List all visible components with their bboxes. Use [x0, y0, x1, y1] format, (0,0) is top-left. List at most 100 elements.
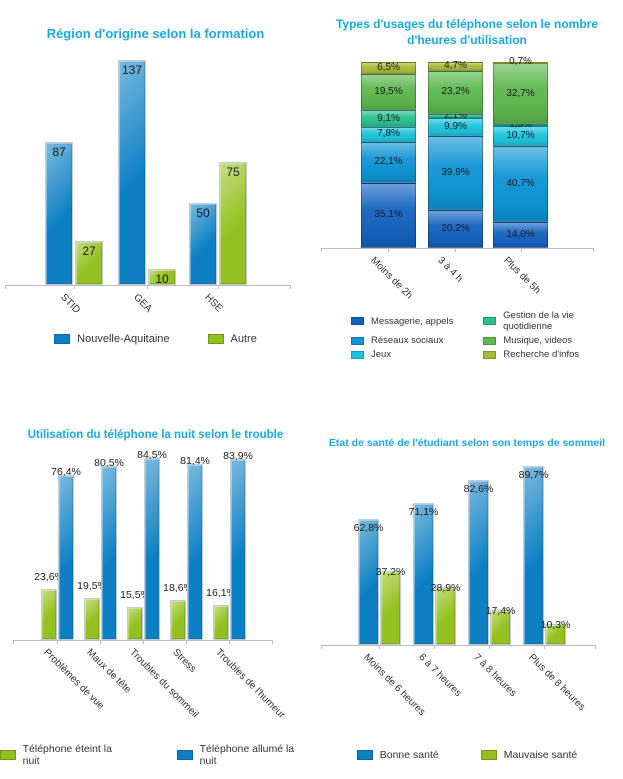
bar-segment [493, 61, 548, 64]
bar [189, 202, 217, 285]
x-axis-label: 6 à 7 heures [416, 652, 464, 700]
value-label: 9,1% [377, 112, 400, 124]
x-tick [229, 640, 230, 644]
x-tick [489, 645, 490, 649]
legend-swatch [351, 350, 364, 359]
legend-label: Mauvaise santé [503, 749, 578, 761]
bar [187, 464, 203, 640]
value-label: 1,3% [509, 119, 532, 131]
legend-item: Nouvelle-Aquitaine [54, 333, 170, 345]
legend-swatch [207, 334, 224, 344]
legend-swatch [0, 750, 16, 760]
bar [75, 240, 103, 285]
plot-area: Moins de 6 heures 6 à 7 heures 7 à 8 heure… [311, 420, 623, 779]
legend-swatch [351, 317, 364, 325]
bar [144, 457, 160, 640]
x-tick [593, 248, 594, 252]
x-axis-label: STID [58, 292, 83, 316]
value-label: 89,7% [518, 468, 549, 481]
legend-label: Messagerie, appels [371, 315, 454, 327]
bar-segment [361, 73, 416, 111]
x-tick [321, 248, 322, 252]
legend-label: Téléphone allumé la nuit [199, 743, 295, 767]
x-axis-label: GEA [131, 292, 154, 315]
bar-segment [493, 221, 548, 248]
plot-area: STID GEA HSE 87 137 50 27 10 75 [0, 0, 311, 400]
value-label: 19,5% [77, 579, 107, 592]
chart-title: Utilisation du téléphone la nuit selon l… [27, 429, 284, 441]
bar-segment [428, 113, 483, 118]
bar-segment [361, 110, 416, 128]
x-tick [321, 645, 322, 649]
x-axis-label: Stress [170, 647, 199, 675]
value-label: 84,5% [137, 448, 167, 461]
legend-swatch [483, 336, 497, 345]
legend-item: Recherche d'infos [483, 349, 623, 360]
bar-segment [361, 182, 416, 248]
bar-segment [493, 126, 548, 147]
legend-label: Téléphone éteint la nuit [22, 743, 112, 767]
legend-item: Bonne santé [356, 749, 439, 761]
x-tick [521, 248, 522, 252]
legend-swatch [351, 336, 364, 345]
x-tick [455, 248, 456, 252]
bar [127, 606, 143, 640]
x-tick [290, 285, 291, 289]
bar-segment [493, 146, 548, 222]
chart-title: Types d'usages du téléphone selon le nom… [335, 17, 599, 47]
legend-swatch [356, 750, 373, 760]
value-label: 10 [155, 271, 169, 286]
value-label: 75 [226, 164, 240, 179]
x-tick [186, 640, 187, 644]
value-label: 7,8% [377, 128, 400, 140]
bar [213, 605, 229, 640]
value-label: 40,7% [506, 178, 535, 190]
value-label: 16,1% [206, 587, 236, 600]
bar-segment [493, 123, 548, 127]
chart-utilisation-telephone-nuit: Utilisation du téléphone la nuit selon l… [0, 420, 311, 779]
x-tick [388, 248, 389, 252]
legend: Bonne santé Mauvaise santé [311, 749, 623, 761]
bar-segment [361, 141, 416, 183]
bar [468, 479, 489, 645]
bar [380, 570, 401, 645]
value-label: 81,4% [180, 455, 210, 468]
plot-area: Problèmes de vue Maux de tête Troubles du … [0, 420, 311, 779]
x-axis-label: Plus de 5h [501, 255, 543, 297]
bar [219, 161, 247, 285]
legend: Téléphone éteint la nuit Téléphone allumé… [0, 743, 311, 767]
legend-label: Recherche d'infos [503, 349, 580, 360]
x-tick [74, 285, 75, 289]
value-label: 27 [82, 243, 96, 258]
value-label: 15,5% [120, 588, 150, 601]
value-label: 35,1% [374, 209, 403, 221]
x-axis-label: Plus de 8 heures [526, 652, 588, 713]
legend-item: Réseaux sociaux [351, 335, 453, 346]
x-tick [57, 640, 58, 644]
legend-swatch [483, 317, 497, 325]
bar [101, 466, 117, 640]
value-label: 137 [121, 63, 143, 77]
plot-area: Moins de 2h 3 à 4 h Plus de 5h 35,1% 22,1% 7,… [311, 0, 623, 400]
value-label: 10,3% [540, 619, 571, 632]
bar [45, 142, 73, 285]
value-label: 37,2% [375, 565, 406, 578]
x-axis [321, 248, 594, 249]
chart-etat-sante-sommeil: Etat de santé de l'étudiant selon son te… [311, 420, 623, 779]
legend-label: Jeux [371, 349, 392, 360]
chart-title: Etat de santé de l'étudiant selon son te… [328, 437, 606, 449]
value-label: 2,1% [444, 109, 467, 121]
legend-label: Réseaux sociaux [371, 335, 444, 346]
value-label: 18,6% [163, 581, 193, 594]
x-axis [5, 285, 291, 286]
legend: Nouvelle-Aquitaine Autre [0, 333, 311, 345]
bar [170, 599, 186, 640]
x-axis-label: HSE [202, 292, 225, 315]
value-label: 10,7% [506, 130, 535, 142]
legend-item: Téléphone allumé la nuit [176, 743, 311, 767]
value-label: 17,4% [485, 605, 516, 618]
chart-title: Région d'origine selon la formation [46, 26, 265, 41]
legend-label: Nouvelle-Aquitaine [77, 333, 170, 345]
value-label: 80,5% [94, 457, 124, 470]
